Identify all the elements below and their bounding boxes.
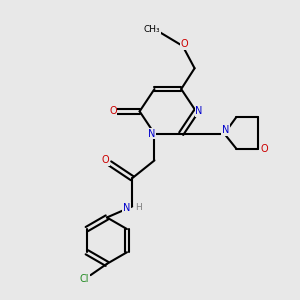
Text: Cl: Cl	[79, 274, 89, 284]
Text: N: N	[148, 129, 155, 139]
Text: CH₃: CH₃	[144, 25, 160, 34]
Text: O: O	[109, 106, 117, 116]
Text: O: O	[261, 143, 268, 154]
Text: O: O	[180, 40, 188, 50]
Text: N: N	[195, 106, 203, 116]
Text: O: O	[102, 155, 109, 165]
Text: N: N	[122, 203, 130, 213]
Text: N: N	[222, 125, 230, 135]
Text: H: H	[135, 203, 142, 212]
